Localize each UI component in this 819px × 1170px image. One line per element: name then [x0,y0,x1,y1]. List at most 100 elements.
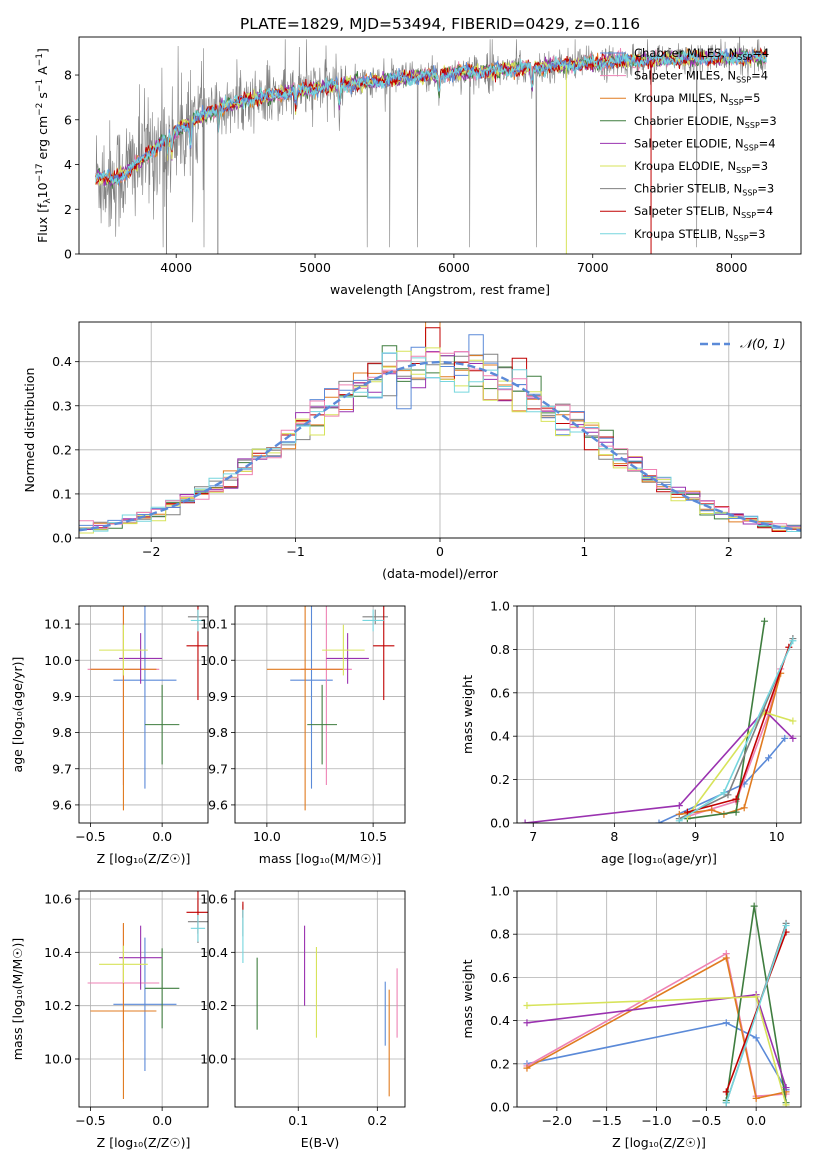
mass_weight_vs_age-series-salpeter_miles [687,668,782,818]
spectrum-ytick-label: 6 [64,112,72,127]
mass_weight_vs_age-marker-chabrier_elodie [732,808,740,816]
mass_weight_vs_Z-marker-kroupa_elodie [523,1001,531,1009]
mass_weight_vs_Z-ytick-label: 0.2 [490,1056,510,1071]
legend-name: Chabrier MILES, N [634,46,737,60]
legend-nssp-sub: SSP [744,143,759,152]
mass_vs_Z-ylabel: mass [log₁₀(M/M☉)] [10,938,25,1060]
mass_vs_ebv-frame [234,890,406,1108]
spectrum-xtick-label: 4000 [160,260,192,275]
age_vs_mass-axes: 10.0 10.5 9.6 9.7 9.8 9.9 10.0 10.1 mass [log₁₀(… [200,605,406,866]
legend-label-kroupa_elodie: Kroupa ELODIE, NSSP=3 [634,159,768,175]
spectrum-xtick-label: 8000 [716,260,748,275]
age_vs_mass-ytick-label: 9.8 [208,725,228,740]
spectrum-series-kroupa_stelib [95,49,767,185]
legend-nssp-value: =4 [752,46,769,60]
residuals-xtick-label: −1 [286,544,304,559]
mass_weight_vs_Z-ytick-label: 0.4 [490,1013,510,1028]
age_vs_Z-ylabel: age [log₁₀(age/yr)] [10,657,25,773]
mass_vs_Z-ytick-label: 10.4 [44,945,72,960]
legend-nssp-sub: SSP [745,121,760,130]
residuals-xtick-label: −2 [142,544,160,559]
legend-nssp-value: =5 [744,91,761,105]
legend-gauss-label: 𝒩(0, 1) [740,336,786,351]
mass_weight_vs_Z-frame [516,890,802,1108]
age_vs_Z-ytick-label: 9.8 [52,725,72,740]
mass_weight_vs_age-ytick-label: 0.6 [490,685,510,700]
legend-nssp-sub: SSP [736,76,751,85]
mass_weight_vs_age-marker-kroupa_miles [708,806,716,814]
legend-nssp-sub: SSP [729,98,744,107]
age_vs_Z-ytick-label: 10.1 [44,617,72,632]
legend-nssp-sub: SSP [734,234,749,243]
mass_vs_Z-ytick-label: 10.2 [44,998,72,1013]
legend-nssp-value: =4 [759,136,776,150]
mass_weight_vs_Z-ytick-label: 1.0 [490,884,510,899]
mass_vs_ebv-plot-area [242,901,398,1097]
mass_weight_vs_age-series-kroupa_miles [679,673,782,816]
legend-label-kroupa_stelib: Kroupa STELIB, NSSP=3 [634,227,765,243]
mass_weight_vs_age-marker-chabrier_elodie [760,617,768,625]
mass_weight_vs_Z-series-kroupa_miles [526,956,787,1100]
age_vs_Z-ytick-label: 10.0 [44,653,72,668]
spectrum-series-kroupa_elodie [95,49,767,186]
mass_weight_vs_age-frame [516,605,802,824]
mass_vs_ebv-axes: 0.1 0.2 10.0 10.2 10.4 10.6 E(B-V) [200,890,406,1150]
ylabel-part: A [35,66,50,79]
spectrum-series-chabrier_miles [95,48,767,186]
mass_weight_vs_age-marker-kroupa_miles [740,804,748,812]
mass_vs_Z-xtick-label: −0.5 [75,1113,105,1128]
mass_weight_vs_Z-series-kroupa_stelib [725,925,787,1103]
age_vs_Z-xtick-label: 0.0 [152,829,172,844]
spectrum-ytick-label: 8 [64,68,72,83]
mass_vs_Z-plot-area [87,891,208,1099]
mass_vs_ebv-xlabel: E(B-V) [301,1135,340,1150]
spectrum-plot-area [95,37,767,254]
age_vs_mass-xtick-label: 10.0 [253,829,281,844]
mass_vs_Z-xlabel: Z [log₁₀(Z/Z☉)] [97,1135,191,1150]
mass_weight_vs_age-xtick-label: 7 [529,829,537,844]
residuals-ytick-label: 0.0 [52,531,72,546]
age_vs_Z-xlabel: Z [log₁₀(Z/Z☉)] [97,851,191,866]
mass_weight_vs_age-xlabel: age [log₁₀(age/yr)] [601,851,717,866]
age_vs_mass-ytick-label: 9.6 [208,797,228,812]
residuals-ytick-label: 0.2 [52,442,72,457]
legend-nssp-value: =3 [749,227,766,241]
mass_weight_vs_Z-xtick-label: 0.0 [746,1113,766,1128]
legend-nssp-value: =3 [757,182,774,196]
spectrum-ylabel: Flux [fλ10−17 erg cm−2 s−1 A−1] [35,48,53,243]
age_vs_mass-ytick-label: 9.7 [208,761,228,776]
mass_weight_vs_age-ytick-label: 0.8 [490,642,510,657]
age_vs_Z-plot-area [87,606,208,811]
legend-name: Chabrier ELODIE, N [634,114,745,128]
mass_weight_vs_age-marker-kroupa_stelib [789,637,797,645]
age_vs_mass-ytick-label: 9.9 [208,689,228,704]
age_vs_Z-xtick-label: −0.5 [75,829,105,844]
mass_weight_vs_Z-marker-kroupa_miles [722,954,730,962]
mass_weight_vs_age-ytick-label: 0.4 [490,729,510,744]
mass_weight_vs_Z-ytick-label: 0.6 [490,970,510,985]
mass_weight_vs_Z-plot-area [523,902,790,1107]
mass_weight_vs_Z-xtick-label: −1.0 [641,1113,671,1128]
age_vs_Z-frame [78,605,209,824]
spectrum-xtick-label: 6000 [438,260,470,275]
residuals-axes: −2 −1 0 1 2 0.0 0.1 0.2 0.3 0.4 (data-model)/error… [22,321,802,581]
mass_weight_vs_Z-marker-chabrier_miles [752,1034,760,1042]
legend-name: Salpeter STELIB, N [634,204,741,218]
gauss-curve [79,360,801,532]
legend-label-salpeter_stelib: Salpeter STELIB, NSSP=4 [634,204,773,220]
residuals-xtick-label: 2 [725,544,733,559]
mass_vs_ebv-ytick-label: 10.0 [200,1052,228,1067]
mass_vs_Z-frame [78,890,209,1108]
mass_weight_vs_age-marker-kroupa_stelib [720,789,728,797]
mass_weight_vs_age-marker-chabrier_miles [765,754,773,762]
mass_weight_vs_age-axes: 7 8 9 10 0.0 0.2 0.4 0.6 0.8 1.0 age [log₁₀(age/yr… [460,599,802,866]
spectrum-axes: 4000 5000 6000 7000 8000 0 2 4 6 8 wavelength [Ang… [35,36,802,297]
spectrum-ytick-label: 0 [64,247,72,262]
residuals-frame [78,321,802,539]
mass_weight_vs_Z-marker-kroupa_stelib [782,922,790,930]
mass_weight_vs_age-series-salpeter_elodie [525,709,794,823]
mass_weight_vs_age-ylabel: mass weight [460,675,475,754]
mass_weight_vs_age-marker-salpeter_stelib [683,808,691,816]
mass_weight_vs_Z-xtick-label: −1.5 [592,1113,622,1128]
